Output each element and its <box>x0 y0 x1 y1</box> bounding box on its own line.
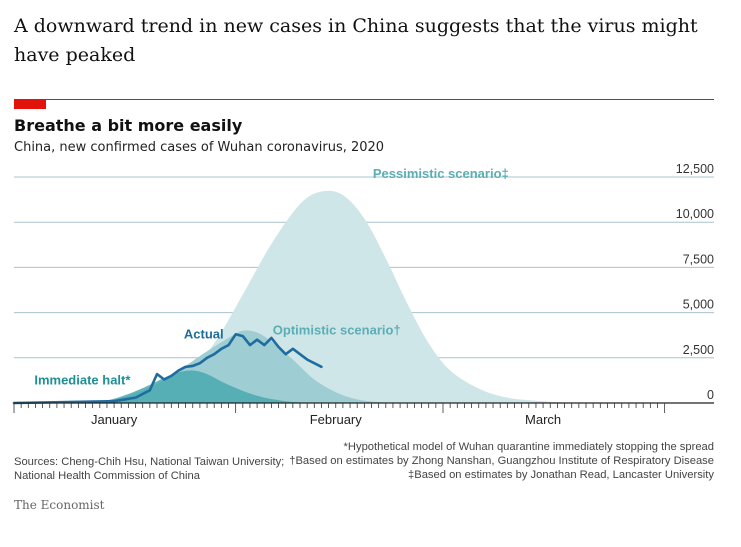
footnote-pessimistic: ‡Based on estimates by Jonathan Read, La… <box>408 469 714 481</box>
immediate-halt-area <box>14 370 315 403</box>
footnote-optimistic: †Based on estimates by Zhong Nanshan, Gu… <box>289 455 714 467</box>
y-tick-label-0: 0 <box>707 388 714 402</box>
chart-area: 0 2,500 5,000 7,500 10,000 12,500 January Febru… <box>12 162 714 427</box>
y-tick-label-2500: 2,500 <box>683 343 714 357</box>
footnotes: *Hypothetical model of Wuhan quarantine … <box>289 440 714 482</box>
footnote-immediate: *Hypothetical model of Wuhan quarantine … <box>343 441 714 453</box>
chart-subtitle: China, new confirmed cases of Wuhan coro… <box>14 140 385 155</box>
optimistic-label: Optimistic scenario† <box>273 323 401 338</box>
y-tick-label-12500: 12,500 <box>676 162 714 176</box>
chart-title: Breathe a bit more easily <box>14 116 243 135</box>
x-tick-label-march: March <box>525 412 561 427</box>
x-tick-label-february: February <box>310 412 363 427</box>
pessimistic-area <box>14 190 579 403</box>
area-layer <box>14 190 579 403</box>
axis-layer: 0 2,500 5,000 7,500 10,000 12,500 January Febru… <box>13 162 714 427</box>
actual-label: Actual <box>184 326 224 341</box>
y-tick-label-10000: 10,000 <box>676 207 714 221</box>
accent-rule <box>14 99 714 100</box>
pessimistic-label: Pessimistic scenario‡ <box>373 166 509 181</box>
optimistic-area <box>14 330 408 403</box>
accent-tag <box>14 99 46 109</box>
article-headline: A downward trend in new cases in China s… <box>14 15 698 66</box>
immediate-halt-label: Immediate halt* <box>34 372 131 387</box>
line-layer <box>12 333 323 405</box>
sources: Sources: Cheng-Chih Hsu, National Taiwan… <box>14 456 285 482</box>
brand-credit: The Economist <box>14 498 105 512</box>
y-tick-label-5000: 5,000 <box>683 298 714 312</box>
actual-cases-line <box>12 333 323 405</box>
label-layer: Pessimistic scenario‡ Optimistic scenario… <box>34 166 508 387</box>
y-tick-label-7500: 7,500 <box>683 252 714 266</box>
x-tick-label-january: January <box>91 412 138 427</box>
